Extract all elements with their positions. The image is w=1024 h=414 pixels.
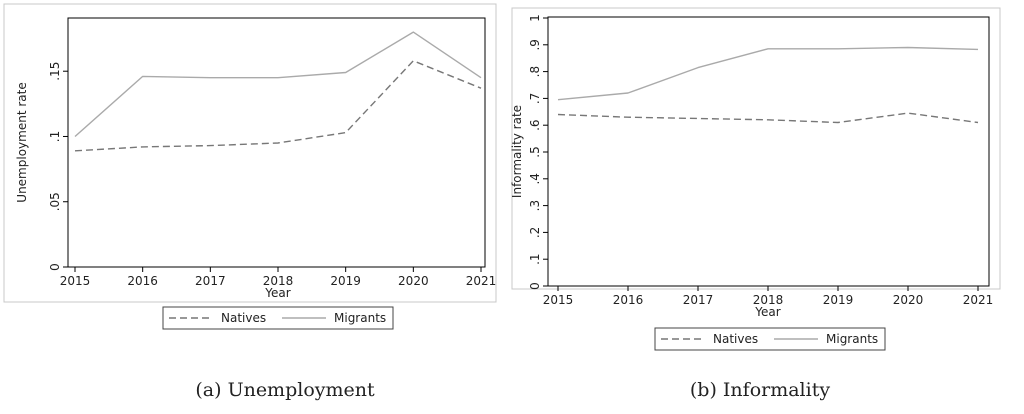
y-axis-title: Unemployment rate — [15, 82, 29, 202]
y-tick-label: .5 — [528, 146, 542, 157]
x-axis-title: Year — [264, 286, 290, 300]
y-tick-label: .15 — [48, 62, 62, 81]
legend-label: Natives — [221, 311, 266, 325]
legend-box — [162, 306, 394, 330]
y-tick-label: .2 — [528, 227, 542, 238]
series-line-migrants — [557, 46, 979, 101]
x-tick-label: 2015 — [60, 274, 91, 288]
x-tick-label: 2021 — [963, 293, 994, 307]
legend-label: Natives — [713, 332, 758, 346]
x-tick-label: 2017 — [195, 274, 226, 288]
y-tick-label: 0 — [528, 282, 542, 290]
x-tick-label: 2016 — [613, 293, 644, 307]
x-axis-title: Year — [754, 305, 780, 319]
series-line-natives — [557, 112, 979, 124]
legend: Natives Migrants — [654, 327, 886, 351]
y-tick-label: .4 — [528, 173, 542, 184]
y-tick-label: .1 — [48, 131, 62, 142]
plot-region — [67, 17, 486, 268]
x-tick-label: 2020 — [398, 274, 429, 288]
y-axis-title: Informality rate — [510, 105, 524, 198]
caption: (a) Unemployment — [195, 379, 375, 401]
y-tick-label: .6 — [528, 119, 542, 130]
graph-region — [3, 3, 497, 303]
x-tick-label: 2018 — [753, 293, 784, 307]
legend-box — [654, 327, 886, 351]
legend: Natives Migrants — [162, 306, 394, 330]
y-tick-label: .1 — [528, 253, 542, 264]
x-tick-label: 2018 — [263, 274, 294, 288]
y-tick-label: .8 — [528, 66, 542, 77]
x-tick-label: 2017 — [683, 293, 714, 307]
legend-label: Migrants — [334, 311, 386, 325]
legend-label: Migrants — [826, 332, 878, 346]
x-tick-label: 2015 — [543, 293, 574, 307]
graph-region — [511, 7, 1001, 290]
y-tick-label: .7 — [528, 93, 542, 104]
x-tick-label: 2019 — [823, 293, 854, 307]
y-tick-label: .9 — [528, 39, 542, 50]
y-tick-label: .3 — [528, 200, 542, 211]
series-line-natives — [74, 60, 482, 152]
y-tick-label: .05 — [48, 192, 62, 211]
series-line-migrants — [74, 31, 482, 138]
chart-unemployment: 0 .05 .1 .15 2015 2016 2017 2018 2019 2020 2021 Yea… — [3, 3, 497, 401]
x-tick-label: 2019 — [330, 274, 361, 288]
chart-informality: 0 .1 .2 .3 .4 .5 .6 .7 .8 .9 1 2015 2016 2017 2018 2019… — [510, 7, 1001, 401]
x-tick-label: 2016 — [127, 274, 158, 288]
x-tick-label: 2021 — [466, 274, 497, 288]
x-tick-label: 2020 — [893, 293, 924, 307]
caption: (b) Informality — [690, 379, 830, 401]
y-tick-label: 1 — [528, 14, 542, 22]
y-tick-label: 0 — [48, 263, 62, 271]
